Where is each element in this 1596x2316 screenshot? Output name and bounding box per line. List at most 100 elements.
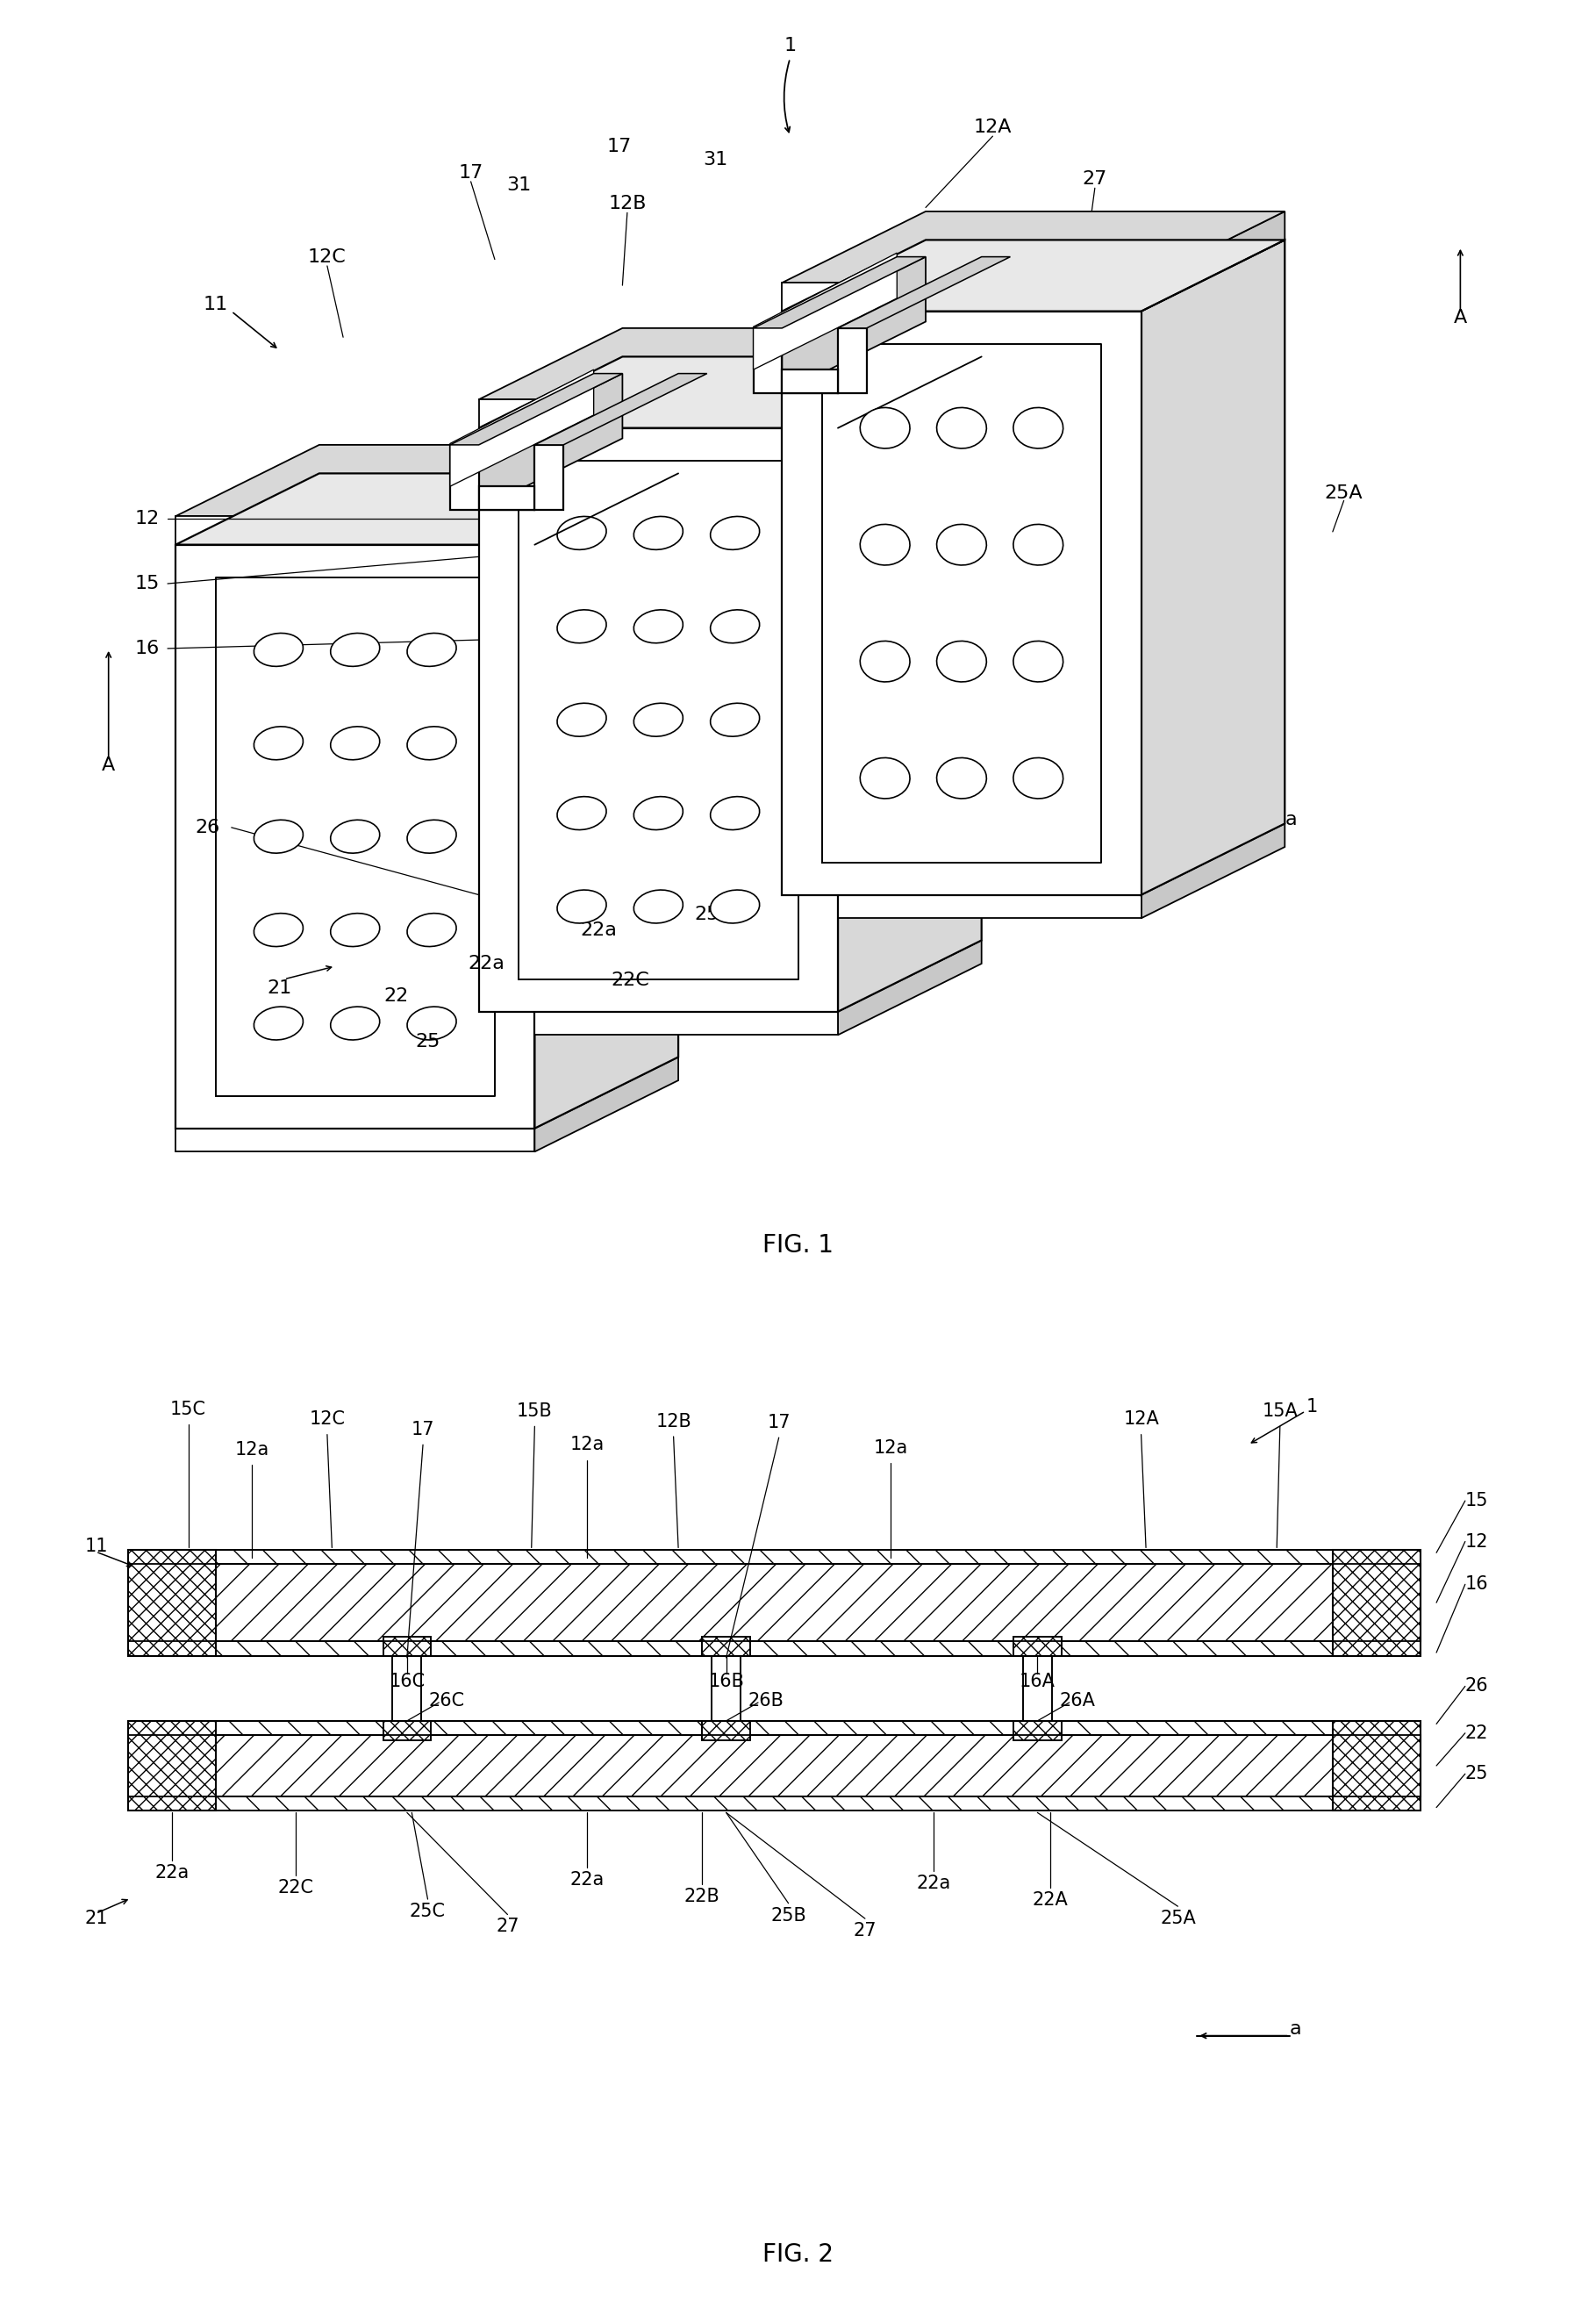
Polygon shape [128, 1735, 1420, 1797]
Text: 12B: 12B [656, 1413, 691, 1429]
Text: 22B: 22B [935, 792, 974, 808]
Text: 22A: 22A [1033, 1892, 1068, 1908]
Text: 12A: 12A [974, 118, 1012, 137]
Polygon shape [753, 329, 782, 394]
Text: 16A: 16A [1020, 1672, 1055, 1691]
Polygon shape [479, 445, 535, 510]
Polygon shape [1013, 1721, 1061, 1739]
Ellipse shape [634, 797, 683, 829]
Polygon shape [1333, 1721, 1420, 1811]
Polygon shape [128, 1549, 215, 1656]
Ellipse shape [710, 704, 760, 736]
Ellipse shape [557, 609, 606, 644]
Polygon shape [479, 398, 838, 428]
Text: 22: 22 [383, 987, 409, 1005]
Text: a: a [1285, 811, 1296, 829]
Text: 22A: 22A [1149, 565, 1187, 581]
Polygon shape [782, 329, 838, 394]
Text: 12A: 12A [1124, 1410, 1159, 1429]
Ellipse shape [557, 516, 606, 549]
Text: 17: 17 [412, 1420, 434, 1438]
Ellipse shape [710, 516, 760, 549]
Text: 27: 27 [1082, 169, 1108, 188]
Polygon shape [838, 940, 982, 1035]
Text: 12: 12 [1465, 1533, 1489, 1549]
Polygon shape [782, 241, 1285, 310]
Text: 16: 16 [1465, 1575, 1489, 1593]
Polygon shape [383, 1637, 431, 1656]
Polygon shape [535, 445, 678, 544]
Text: 12B: 12B [608, 195, 646, 213]
Text: 12a: 12a [570, 1436, 605, 1454]
Text: 27: 27 [854, 1922, 876, 1938]
Polygon shape [479, 329, 982, 398]
Text: 26C: 26C [429, 1691, 464, 1709]
Polygon shape [176, 516, 535, 544]
Text: A: A [102, 757, 115, 774]
Text: 25: 25 [415, 1033, 440, 1049]
Polygon shape [782, 310, 1141, 894]
Ellipse shape [860, 523, 910, 565]
Ellipse shape [937, 408, 986, 449]
Ellipse shape [254, 632, 303, 667]
Text: FIG. 1: FIG. 1 [763, 1232, 833, 1258]
Polygon shape [782, 211, 1285, 283]
Text: 26: 26 [1465, 1677, 1489, 1695]
Text: FIG. 2: FIG. 2 [763, 2242, 833, 2267]
Text: 1: 1 [784, 37, 796, 53]
Text: 16: 16 [134, 639, 160, 658]
Text: 17: 17 [606, 137, 632, 155]
Polygon shape [450, 371, 594, 486]
Polygon shape [535, 1056, 678, 1151]
Ellipse shape [860, 757, 910, 799]
Text: a: a [1290, 2020, 1301, 2038]
Ellipse shape [860, 408, 910, 449]
Text: 12C: 12C [308, 248, 346, 266]
Text: 15: 15 [134, 574, 160, 593]
Ellipse shape [254, 820, 303, 852]
Polygon shape [479, 428, 838, 1012]
Text: 16B: 16B [709, 1672, 744, 1691]
Ellipse shape [557, 797, 606, 829]
Polygon shape [128, 1549, 1420, 1563]
Ellipse shape [407, 913, 456, 947]
Polygon shape [1141, 211, 1285, 310]
Ellipse shape [254, 913, 303, 947]
Ellipse shape [407, 1007, 456, 1040]
Text: 22a: 22a [155, 1864, 190, 1881]
Text: 25B: 25B [895, 718, 934, 734]
Polygon shape [128, 1721, 1420, 1735]
Text: 11: 11 [85, 1538, 109, 1556]
Text: 26A: 26A [1060, 1691, 1095, 1709]
Ellipse shape [407, 632, 456, 667]
Text: 15A: 15A [1262, 1401, 1298, 1420]
Polygon shape [128, 1642, 1420, 1656]
Ellipse shape [634, 609, 683, 644]
Text: 22C: 22C [611, 973, 650, 989]
Polygon shape [176, 1128, 535, 1151]
Polygon shape [176, 472, 678, 544]
Text: 25B: 25B [771, 1906, 806, 1925]
Polygon shape [128, 1563, 1420, 1642]
Ellipse shape [254, 1007, 303, 1040]
Text: 25A: 25A [1160, 1911, 1195, 1927]
Polygon shape [782, 894, 1141, 917]
Text: 22C: 22C [278, 1878, 313, 1897]
Ellipse shape [407, 727, 456, 760]
Ellipse shape [937, 642, 986, 681]
Polygon shape [393, 1656, 421, 1721]
Ellipse shape [407, 820, 456, 852]
Polygon shape [753, 252, 897, 371]
Ellipse shape [710, 797, 760, 829]
Polygon shape [1013, 1637, 1061, 1656]
Ellipse shape [634, 516, 683, 549]
Text: 1: 1 [1306, 1399, 1318, 1415]
Ellipse shape [330, 913, 380, 947]
Text: 17: 17 [768, 1413, 790, 1431]
Text: 27: 27 [833, 873, 859, 892]
Polygon shape [838, 329, 982, 428]
Ellipse shape [937, 523, 986, 565]
Polygon shape [782, 371, 838, 394]
Text: 26: 26 [195, 818, 220, 836]
Text: 22a: 22a [468, 954, 506, 973]
